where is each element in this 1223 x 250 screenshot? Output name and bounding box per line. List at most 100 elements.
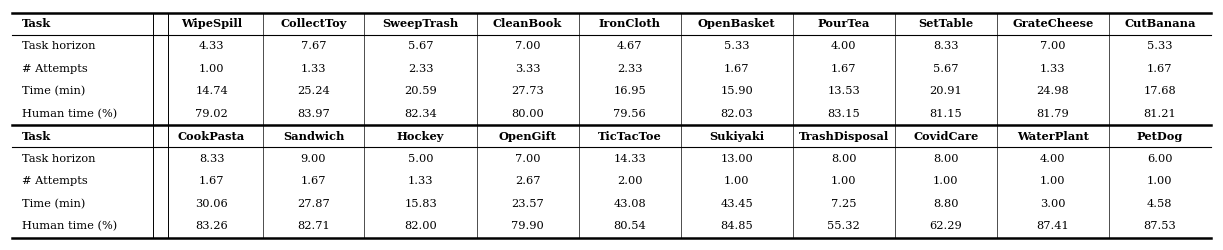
Bar <box>477 125 578 148</box>
Text: 87.41: 87.41 <box>1036 221 1069 231</box>
Bar <box>680 12 793 35</box>
Bar <box>160 80 263 102</box>
Bar <box>1109 125 1211 148</box>
Bar <box>895 35 997 58</box>
Bar <box>12 102 160 125</box>
Bar <box>895 125 997 148</box>
Bar <box>578 80 680 102</box>
Bar <box>263 12 364 35</box>
Text: # Attempts: # Attempts <box>22 176 88 186</box>
Text: 1.67: 1.67 <box>199 176 224 186</box>
Text: 84.85: 84.85 <box>720 221 753 231</box>
Text: 5.33: 5.33 <box>1147 41 1173 51</box>
Text: 81.21: 81.21 <box>1144 109 1177 119</box>
Text: 4.33: 4.33 <box>199 41 224 51</box>
Bar <box>1109 192 1211 215</box>
Text: 2.33: 2.33 <box>407 64 433 74</box>
Bar <box>680 148 793 170</box>
Bar <box>680 58 793 80</box>
Bar <box>364 35 477 58</box>
Text: IronCloth: IronCloth <box>598 18 660 29</box>
Text: 25.24: 25.24 <box>297 86 330 96</box>
Bar <box>364 12 477 35</box>
Bar <box>997 58 1109 80</box>
Bar <box>578 12 680 35</box>
Text: 1.00: 1.00 <box>199 64 224 74</box>
Text: 15.83: 15.83 <box>404 199 437 209</box>
Bar <box>895 192 997 215</box>
Bar <box>263 148 364 170</box>
Bar <box>680 192 793 215</box>
Text: 13.53: 13.53 <box>827 86 860 96</box>
Bar <box>578 192 680 215</box>
Bar <box>578 102 680 125</box>
Bar <box>680 80 793 102</box>
Text: 2.67: 2.67 <box>515 176 541 186</box>
Text: PourTea: PourTea <box>817 18 870 29</box>
Bar <box>680 170 793 192</box>
Bar <box>793 215 895 238</box>
Text: # Attempts: # Attempts <box>22 64 88 74</box>
Text: 1.00: 1.00 <box>724 176 750 186</box>
Bar <box>12 170 160 192</box>
Bar <box>1109 148 1211 170</box>
Text: SetTable: SetTable <box>918 18 974 29</box>
Text: Task horizon: Task horizon <box>22 41 95 51</box>
Text: 87.53: 87.53 <box>1144 221 1177 231</box>
Text: 43.08: 43.08 <box>613 199 646 209</box>
Bar <box>578 148 680 170</box>
Bar <box>160 170 263 192</box>
Bar <box>1109 215 1211 238</box>
Bar <box>477 102 578 125</box>
Text: 5.00: 5.00 <box>407 154 433 164</box>
Bar <box>997 12 1109 35</box>
Bar <box>160 58 263 80</box>
Text: 14.74: 14.74 <box>196 86 227 96</box>
Text: 4.67: 4.67 <box>616 41 642 51</box>
Text: 1.67: 1.67 <box>301 176 327 186</box>
Bar <box>477 35 578 58</box>
Bar <box>1109 58 1211 80</box>
Bar <box>1109 80 1211 102</box>
Text: 1.00: 1.00 <box>1147 176 1173 186</box>
Bar <box>364 170 477 192</box>
Text: OpenGift: OpenGift <box>499 131 556 142</box>
Text: Sandwich: Sandwich <box>283 131 344 142</box>
Bar <box>895 12 997 35</box>
Text: WaterPlant: WaterPlant <box>1016 131 1088 142</box>
Bar <box>12 215 160 238</box>
Text: 13.00: 13.00 <box>720 154 753 164</box>
Bar <box>477 12 578 35</box>
Text: 2.00: 2.00 <box>616 176 642 186</box>
Text: 15.90: 15.90 <box>720 86 753 96</box>
Bar <box>895 215 997 238</box>
Bar <box>263 35 364 58</box>
Text: 30.06: 30.06 <box>196 199 227 209</box>
Bar <box>997 102 1109 125</box>
Text: 1.33: 1.33 <box>301 64 327 74</box>
Bar <box>895 80 997 102</box>
Text: 4.00: 4.00 <box>830 41 856 51</box>
Text: Time (min): Time (min) <box>22 86 86 97</box>
Bar <box>364 80 477 102</box>
Text: 83.26: 83.26 <box>196 221 227 231</box>
Bar <box>997 148 1109 170</box>
Text: 14.33: 14.33 <box>613 154 646 164</box>
Bar <box>680 125 793 148</box>
Bar <box>997 215 1109 238</box>
Bar <box>12 80 160 102</box>
Bar <box>364 58 477 80</box>
Text: CookPasta: CookPasta <box>177 131 245 142</box>
Text: CollectToy: CollectToy <box>280 18 346 29</box>
Bar <box>793 102 895 125</box>
Bar <box>477 192 578 215</box>
Text: 43.45: 43.45 <box>720 199 753 209</box>
Text: 81.79: 81.79 <box>1036 109 1069 119</box>
Text: Task horizon: Task horizon <box>22 154 95 164</box>
Text: OpenBasket: OpenBasket <box>698 18 775 29</box>
Text: GrateCheese: GrateCheese <box>1013 18 1093 29</box>
Text: 62.29: 62.29 <box>929 221 963 231</box>
Bar <box>1109 102 1211 125</box>
Text: 7.00: 7.00 <box>515 154 541 164</box>
Bar <box>12 12 160 35</box>
